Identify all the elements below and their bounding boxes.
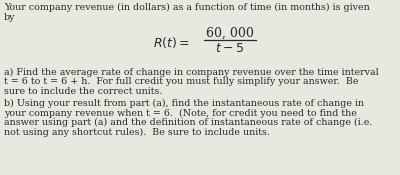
Text: $R(t) =$: $R(t) =$ <box>153 34 190 50</box>
Text: b) Using your result from part (a), find the instantaneous rate of change in: b) Using your result from part (a), find… <box>4 99 364 108</box>
Text: answer using part (a) and the definition of instantaneous rate of change (i.e.: answer using part (a) and the definition… <box>4 118 372 127</box>
Text: your company revenue when t = 6.  (Note, for credit you need to find the: your company revenue when t = 6. (Note, … <box>4 108 357 118</box>
Text: t = 6 to t = 6 + h.  For full credit you must fully simplify your answer.  Be: t = 6 to t = 6 + h. For full credit you … <box>4 78 358 86</box>
Text: 60, 000: 60, 000 <box>206 26 254 40</box>
Text: sure to include the correct units.: sure to include the correct units. <box>4 87 162 96</box>
Text: Your company revenue (in dollars) as a function of time (in months) is given: Your company revenue (in dollars) as a f… <box>4 3 370 12</box>
Text: $t - 5$: $t - 5$ <box>216 43 244 55</box>
Text: not using any shortcut rules).  Be sure to include units.: not using any shortcut rules). Be sure t… <box>4 128 270 137</box>
Text: a) Find the average rate of change in company revenue over the time interval: a) Find the average rate of change in co… <box>4 68 379 77</box>
Text: by: by <box>4 13 16 22</box>
